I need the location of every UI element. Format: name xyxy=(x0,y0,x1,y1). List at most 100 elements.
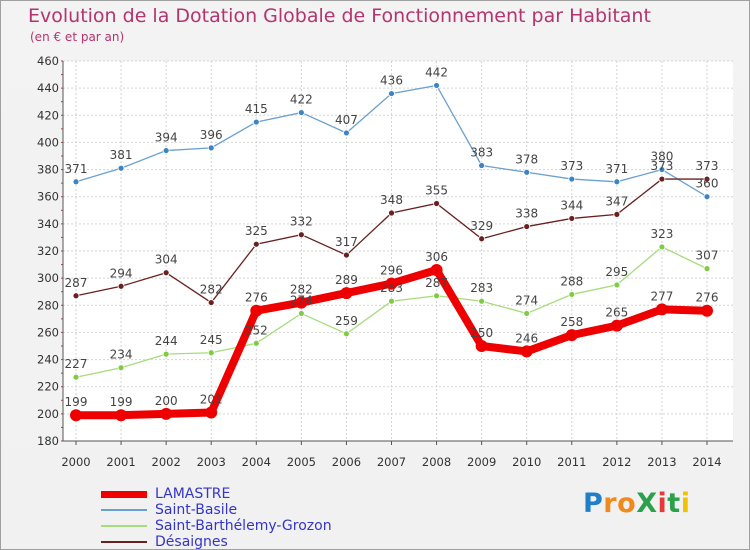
legend-item-lamastre: LAMASTRE xyxy=(101,486,332,502)
data-point-saint-barthelemy-grozon xyxy=(117,364,125,372)
y-tick-label: 380 xyxy=(37,163,59,177)
y-tick-label: 200 xyxy=(37,407,59,421)
data-point-desaignes xyxy=(297,231,305,239)
logo-letter: i xyxy=(680,488,691,519)
data-point-saint-barthelemy-grozon xyxy=(297,310,305,317)
x-tick-label: 2008 xyxy=(422,455,451,469)
data-label-saint-barthelemy-grozon: 234 xyxy=(110,348,133,362)
data-label-saint-basile: 407 xyxy=(335,113,358,127)
data-label-desaignes: 373 xyxy=(696,159,719,173)
plot-area xyxy=(63,61,733,441)
data-label-saint-barthelemy-grozon: 252 xyxy=(245,323,268,337)
x-tick-label: 2001 xyxy=(106,455,135,469)
data-label-desaignes: 282 xyxy=(200,283,223,297)
data-point-saint-basile xyxy=(252,118,260,126)
data-point-saint-basile xyxy=(162,147,170,154)
data-label-saint-basile: 442 xyxy=(425,65,448,79)
x-tick-label: 2000 xyxy=(61,455,90,469)
legend-label-desaignes: Désaignes xyxy=(155,534,228,550)
data-point-saint-barthelemy-grozon xyxy=(433,292,440,300)
data-label-desaignes: 294 xyxy=(110,266,133,280)
data-label-desaignes: 332 xyxy=(290,215,313,229)
logo-letter: i xyxy=(657,488,668,519)
data-point-saint-barthelemy-grozon xyxy=(568,291,576,298)
data-label-saint-barthelemy-grozon: 288 xyxy=(560,274,583,288)
data-label-saint-barthelemy-grozon: 274 xyxy=(515,293,538,307)
data-point-desaignes xyxy=(117,282,125,290)
data-point-lamastre xyxy=(430,264,443,276)
data-point-saint-basile xyxy=(613,178,621,186)
data-label-saint-barthelemy-grozon: 307 xyxy=(696,249,719,263)
series-saint-basile xyxy=(72,82,711,201)
y-tick-label: 420 xyxy=(37,108,59,122)
data-point-desaignes xyxy=(207,299,215,306)
data-label-saint-basile: 383 xyxy=(470,146,493,160)
legend-swatch-lamastre xyxy=(101,490,147,498)
data-point-saint-basile xyxy=(343,129,350,137)
x-tick-label: 2005 xyxy=(287,455,316,469)
data-label-desaignes: 338 xyxy=(515,207,538,221)
data-label-saint-basile: 381 xyxy=(110,148,133,162)
data-point-saint-barthelemy-grozon xyxy=(613,281,621,289)
data-label-saint-basile: 373 xyxy=(560,159,583,173)
data-point-saint-barthelemy-grozon xyxy=(162,350,170,358)
chart-title: Evolution de la Dotation Globale de Fonc… xyxy=(28,5,651,27)
data-label-lamastre: 289 xyxy=(335,273,358,287)
data-label-saint-basile: 396 xyxy=(200,128,223,142)
data-label-lamastre: 199 xyxy=(110,395,133,409)
data-label-saint-basile: 415 xyxy=(245,102,268,116)
proxiti-logo: ProXiti xyxy=(583,488,690,519)
data-point-saint-barthelemy-grozon xyxy=(343,330,350,338)
data-point-lamastre xyxy=(701,304,713,317)
data-label-saint-basile: 380 xyxy=(650,150,673,164)
logo-letter: X xyxy=(636,488,658,519)
data-label-desaignes: 373 xyxy=(650,159,673,173)
legend-swatch-desaignes xyxy=(101,541,147,543)
legend-swatch-saint-barthelemy-grozon xyxy=(101,525,147,527)
x-tick-label: 2014 xyxy=(692,455,721,469)
x-tick-label: 2010 xyxy=(512,455,541,469)
data-label-saint-barthelemy-grozon: 245 xyxy=(200,333,223,347)
data-label-lamastre: 250 xyxy=(470,326,493,340)
x-tick-label: 2002 xyxy=(152,455,181,469)
data-label-desaignes: 344 xyxy=(560,198,583,212)
data-point-lamastre xyxy=(295,296,308,309)
data-point-saint-basile xyxy=(703,193,711,201)
legend-label-saint-basile: Saint-Basile xyxy=(155,502,238,518)
data-label-lamastre: 306 xyxy=(425,250,448,264)
data-label-lamastre: 276 xyxy=(245,291,268,305)
y-tick-label: 440 xyxy=(37,81,59,95)
data-point-desaignes xyxy=(523,223,531,230)
data-point-lamastre xyxy=(250,304,263,317)
data-label-saint-basile: 394 xyxy=(155,131,178,145)
y-tick-label: 320 xyxy=(37,244,59,258)
data-point-saint-basile xyxy=(568,175,576,183)
data-point-lamastre xyxy=(340,287,353,300)
legend-swatch-saint-basile xyxy=(101,509,147,511)
legend-item-desaignes: Désaignes xyxy=(101,534,332,550)
data-point-saint-barthelemy-grozon xyxy=(388,297,395,305)
data-point-desaignes xyxy=(703,175,711,183)
x-tick-label: 2013 xyxy=(647,455,676,469)
data-label-desaignes: 325 xyxy=(245,224,268,238)
data-label-desaignes: 304 xyxy=(155,253,178,267)
data-point-desaignes xyxy=(658,175,666,183)
data-label-saint-barthelemy-grozon: 283 xyxy=(380,281,403,295)
data-point-desaignes xyxy=(478,235,486,243)
y-tick-label: 360 xyxy=(37,190,59,204)
series-saint-barthelemy-grozon xyxy=(72,243,711,381)
data-label-lamastre: 199 xyxy=(65,395,88,409)
logo-letter: P xyxy=(583,488,604,519)
x-tick-label: 2009 xyxy=(467,455,496,469)
data-label-saint-barthelemy-grozon: 274 xyxy=(290,293,313,307)
y-tick-label: 300 xyxy=(37,271,59,285)
chart-subtitle: (en € et par an) xyxy=(30,30,125,44)
data-point-desaignes xyxy=(72,292,80,300)
data-point-desaignes xyxy=(252,240,260,248)
data-point-desaignes xyxy=(613,210,621,218)
data-point-saint-basile xyxy=(207,144,215,152)
y-tick-label: 180 xyxy=(37,434,59,448)
data-point-saint-basile xyxy=(658,166,666,173)
logo-letter: t xyxy=(667,488,681,519)
